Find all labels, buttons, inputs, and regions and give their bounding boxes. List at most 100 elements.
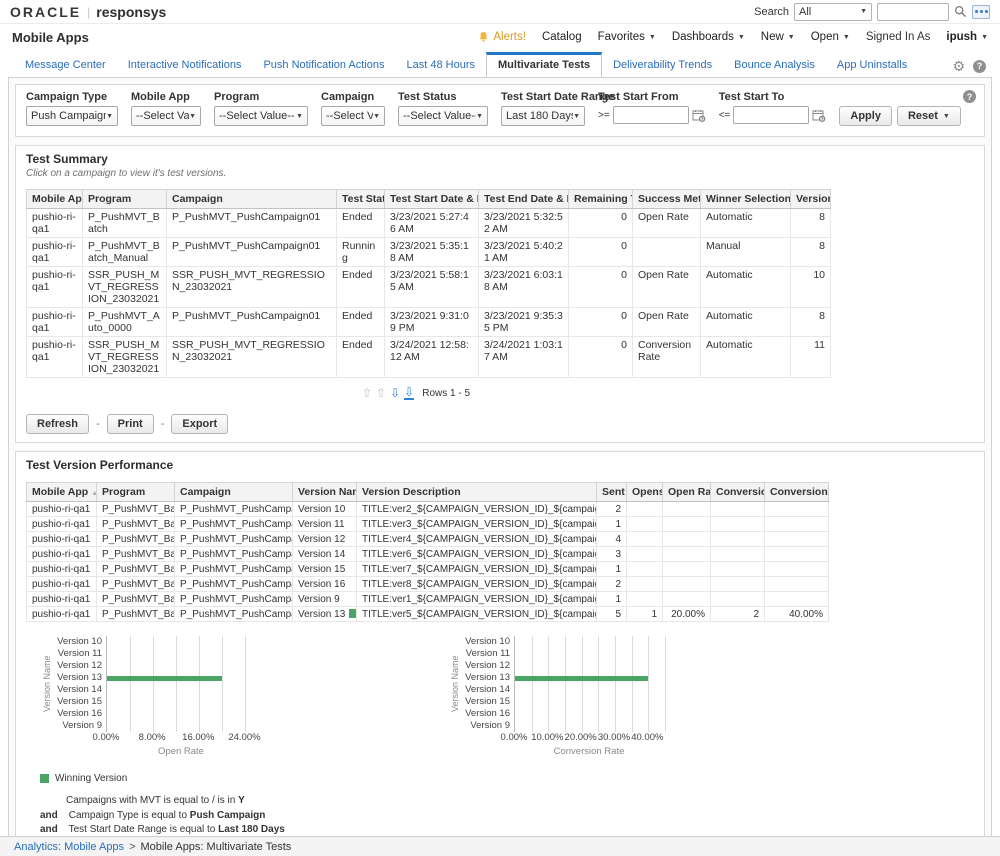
page-up-icon[interactable]: ⇧	[376, 387, 386, 399]
chevron-down-icon: ▼	[106, 113, 113, 120]
cell: P_PushMVT_Auto_0000	[83, 308, 167, 337]
search-scope-select[interactable]: All ▼	[794, 3, 872, 21]
tab-deliverability-trends[interactable]: Deliverability Trends	[602, 54, 723, 77]
tab-app-uninstalls[interactable]: App Uninstalls	[826, 54, 918, 77]
column-header[interactable]: Test Status	[337, 190, 385, 209]
column-header[interactable]: Program	[83, 190, 167, 209]
column-header[interactable]: Campaign	[175, 483, 293, 502]
calendar-icon[interactable]	[692, 109, 706, 122]
cell: P_PushMVT_PushCampaign01	[167, 238, 337, 267]
print-button[interactable]: Print	[107, 414, 154, 434]
table-row: pushio-ri-qa1P_PushMVT_BatchP_PushMVT_Pu…	[27, 547, 829, 562]
cell	[627, 517, 663, 532]
menu-item-alerts[interactable]: Alerts!	[478, 31, 526, 43]
chevron-down-icon: ▼	[860, 8, 867, 15]
column-header[interactable]: Remaining Time	[569, 190, 633, 209]
help-icon[interactable]: ?	[973, 60, 986, 73]
cell	[627, 502, 663, 517]
cell	[765, 577, 829, 592]
column-header[interactable]: Opens	[627, 483, 663, 502]
export-button[interactable]: Export	[171, 414, 228, 434]
filter-program: Program --Select Value--▼	[214, 91, 308, 126]
oracle-logo: ORACLE	[10, 4, 81, 20]
cell: 3/23/2021 9:31:09 PM	[385, 308, 479, 337]
breadcrumb-link[interactable]: Analytics: Mobile Apps	[14, 841, 124, 853]
menu-item-new[interactable]: New▼	[761, 31, 795, 43]
test-status-select[interactable]: --Select Value--▼	[398, 106, 488, 126]
gear-icon[interactable]: ⚙	[952, 59, 965, 73]
user-menu[interactable]: ipush▼	[946, 31, 988, 43]
tab-bounce-analysis[interactable]: Bounce Analysis	[723, 54, 826, 77]
breadcrumb: Analytics: Mobile Apps > Mobile Apps: Mu…	[0, 836, 1000, 856]
column-header[interactable]: Open Rate	[663, 483, 711, 502]
cell: TITLE:ver2_${CAMPAIGN_VERSION_ID}_${camp…	[357, 502, 597, 517]
cell: Version 12	[293, 532, 357, 547]
page-first-icon[interactable]: ⇧	[362, 387, 372, 399]
tab-interactive-notifications[interactable]: Interactive Notifications	[117, 54, 253, 77]
cell: 0	[569, 308, 633, 337]
cell: Automatic	[701, 209, 791, 238]
cell: Automatic	[701, 337, 791, 378]
mobile-app-select[interactable]: --Select Value--▼	[131, 106, 201, 126]
table-row[interactable]: pushio-ri-qa1P_PushMVT_Batch_ManualP_Pus…	[27, 238, 831, 267]
column-header[interactable]: Sent	[597, 483, 627, 502]
category-label: Version 10	[54, 636, 106, 648]
search-input[interactable]	[877, 3, 949, 21]
column-header[interactable]: Success Metric	[633, 190, 701, 209]
menu-item-catalog[interactable]: Catalog	[542, 31, 582, 43]
column-header[interactable]: Conversion Rate	[765, 483, 829, 502]
page-down-icon[interactable]: ⇩	[390, 387, 400, 399]
page-last-icon[interactable]: ⇩	[404, 386, 414, 400]
tab-multivariate-tests[interactable]: Multivariate Tests	[486, 52, 602, 77]
table-row[interactable]: pushio-ri-qa1P_PushMVT_BatchP_PushMVT_Pu…	[27, 209, 831, 238]
tab-push-notification-actions[interactable]: Push Notification Actions	[252, 54, 395, 77]
chevron-down-icon: ▼	[943, 113, 950, 120]
charts-row: Version NameVersion 10Version 11Version …	[26, 636, 974, 757]
menu-item-favorites[interactable]: Favorites▼	[598, 31, 656, 43]
column-header[interactable]: Campaign	[167, 190, 337, 209]
cell: Open Rate	[633, 267, 701, 308]
menu-item-open[interactable]: Open▼	[811, 31, 850, 43]
column-header[interactable]: Program	[97, 483, 175, 502]
operator-label: <=	[719, 110, 731, 121]
cell: 2	[711, 607, 765, 622]
program-select[interactable]: --Select Value--▼	[214, 106, 308, 126]
help-icon[interactable]: ?	[963, 90, 976, 103]
campaign-select[interactable]: --Select Value--▼	[321, 106, 385, 126]
column-header[interactable]: Test End Date & Hour	[479, 190, 569, 209]
menu-item-dashboards[interactable]: Dashboards▼	[672, 31, 745, 43]
cell: 4	[597, 532, 627, 547]
refresh-button[interactable]: Refresh	[26, 414, 89, 434]
column-header[interactable]: Version Description	[357, 483, 597, 502]
calendar-icon[interactable]	[812, 109, 826, 122]
advanced-search-icon[interactable]	[972, 5, 990, 19]
column-header[interactable]: Mobile App▲▼	[27, 483, 97, 502]
column-header[interactable]: Versions	[791, 190, 831, 209]
reset-button[interactable]: Reset▼	[897, 106, 961, 126]
apply-button[interactable]: Apply	[839, 106, 892, 126]
test-start-from-input[interactable]	[613, 106, 689, 124]
filter-label: Mobile App	[131, 91, 201, 103]
test-start-to-input[interactable]	[733, 106, 809, 124]
column-header[interactable]: Winner Selection Mode	[701, 190, 791, 209]
table-row[interactable]: pushio-ri-qa1SSR_PUSH_MVT_REGRESSION_230…	[27, 267, 831, 308]
table-row: pushio-ri-qa1P_PushMVT_BatchP_PushMVT_Pu…	[27, 502, 829, 517]
tab-message-center[interactable]: Message Center	[14, 54, 117, 77]
cell: P_PushMVT_PushCampaign01	[167, 209, 337, 238]
sort-ascending-icon[interactable]: ▲	[91, 490, 96, 497]
cell: 3/23/2021 6:03:18 AM	[479, 267, 569, 308]
cell: Version 13	[293, 607, 357, 622]
column-header[interactable]: Mobile App	[27, 190, 83, 209]
column-header[interactable]: Version Name	[293, 483, 357, 502]
column-header[interactable]: Test Start Date & Hour	[385, 190, 479, 209]
cell: SSR_PUSH_MVT_REGRESSION_23032021	[83, 337, 167, 378]
table-row[interactable]: pushio-ri-qa1SSR_PUSH_MVT_REGRESSION_230…	[27, 337, 831, 378]
campaign-type-select[interactable]: Push Campaign▼	[26, 106, 118, 126]
tab-last-48-hours[interactable]: Last 48 Hours	[396, 54, 486, 77]
cell	[765, 592, 829, 607]
breadcrumb-current: Mobile Apps: Multivariate Tests	[141, 841, 292, 853]
column-header[interactable]: Conversions	[711, 483, 765, 502]
search-icon[interactable]	[954, 5, 967, 18]
table-row[interactable]: pushio-ri-qa1P_PushMVT_Auto_0000P_PushMV…	[27, 308, 831, 337]
date-range-select[interactable]: Last 180 Days▼	[501, 106, 585, 126]
